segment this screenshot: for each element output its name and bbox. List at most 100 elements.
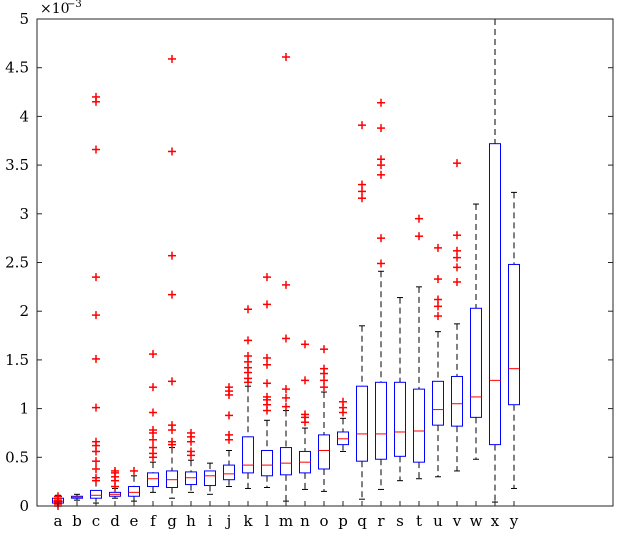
outlier-marker (130, 466, 138, 475)
outlier-marker (92, 354, 100, 363)
outlier-marker (263, 353, 271, 362)
iqr-box (470, 307, 482, 418)
iqr-box (451, 375, 463, 427)
outlier-marker (149, 383, 157, 392)
outlier-marker (377, 98, 385, 107)
y-tick-label: 0.5 (5, 448, 29, 466)
box-l (261, 273, 273, 488)
box-f (147, 350, 159, 493)
x-tick-label: e (130, 512, 139, 530)
exponent-base: ×10 (40, 1, 70, 17)
y-tick-label: 2.5 (5, 254, 29, 272)
box-h (185, 428, 197, 493)
iqr-box (413, 388, 425, 463)
iqr-box (318, 434, 330, 470)
outlier-marker (377, 155, 385, 164)
box-y (508, 191, 520, 489)
x-tick-label: c (92, 512, 100, 530)
x-tick-label: i (208, 512, 213, 530)
outlier-marker (168, 54, 176, 63)
outlier-marker (92, 311, 100, 320)
outlier-marker (377, 124, 385, 133)
outlier-marker (434, 275, 442, 284)
x-tick-label: f (150, 512, 157, 530)
x-tick-label: d (110, 512, 120, 530)
outlier-marker (453, 231, 461, 240)
outlier-marker (358, 187, 366, 196)
x-tick-label: v (452, 512, 462, 530)
outlier-marker (282, 280, 290, 289)
x-tick-label: o (319, 512, 328, 530)
iqr-box (128, 486, 140, 497)
outlier-marker (92, 403, 100, 412)
outlier-marker (263, 379, 271, 388)
outlier-marker (320, 383, 328, 392)
box-g (166, 54, 178, 499)
iqr-box (375, 381, 387, 460)
box-d (109, 466, 121, 499)
outlier-marker (187, 428, 195, 437)
outlier-marker (320, 376, 328, 385)
box-c (90, 92, 102, 504)
box-t (413, 214, 425, 480)
y-tick-label: 2 (19, 302, 29, 320)
box-u (432, 243, 444, 478)
outlier-marker (282, 402, 290, 411)
x-tick-label: u (433, 512, 443, 530)
outlier-marker (377, 170, 385, 179)
x-tick-label: a (54, 512, 63, 530)
plot-area (52, 18, 520, 510)
outlier-marker (301, 410, 309, 419)
outlier-marker (358, 194, 366, 203)
x-tick-label: b (72, 512, 82, 530)
y-tick-label: 3.5 (5, 156, 29, 174)
x-tick-label: s (396, 512, 404, 530)
outlier-marker (149, 408, 157, 417)
exponent-power: −3 (67, 0, 82, 10)
outlier-marker (54, 492, 62, 501)
outlier-marker (282, 52, 290, 61)
outlier-marker (453, 263, 461, 272)
outlier-marker (415, 232, 423, 241)
outlier-marker (320, 364, 328, 373)
outlier-marker (282, 385, 290, 394)
outlier-marker (149, 426, 157, 435)
y-tick-label: 5 (19, 10, 29, 28)
outlier-marker (434, 312, 442, 321)
box-k (242, 305, 254, 489)
iqr-box (204, 470, 216, 487)
iqr-box (147, 472, 159, 488)
x-tick-label: x (491, 512, 500, 530)
outlier-marker (453, 159, 461, 168)
iqr-box (90, 489, 102, 499)
outlier-marker (168, 290, 176, 299)
outlier-marker (149, 350, 157, 359)
outlier-marker (339, 397, 347, 406)
outlier-marker (168, 377, 176, 386)
iqr-box (223, 464, 235, 481)
iqr-box (280, 447, 292, 476)
outlier-marker (92, 145, 100, 154)
outlier-marker (453, 277, 461, 286)
outlier-marker (358, 180, 366, 189)
y-tick-label: 1.5 (5, 351, 29, 369)
box-b (71, 493, 83, 501)
iqr-box (261, 449, 273, 477)
box-i (204, 462, 216, 495)
outlier-marker (244, 336, 252, 345)
iqr-box (356, 385, 368, 462)
box-n (299, 340, 311, 490)
box-r (375, 98, 387, 490)
x-tick-label: r (377, 512, 385, 530)
outlier-marker (301, 340, 309, 349)
outlier-marker (320, 345, 328, 354)
iqr-box (242, 436, 254, 474)
iqr-box (432, 380, 444, 426)
outlier-marker (111, 466, 119, 475)
y-axis: 0 0.5 1 1.5 2 2.5 3 3.5 4 4.5 5 (5, 10, 613, 515)
box-j (223, 383, 235, 488)
box-v (451, 159, 463, 472)
box-w (470, 203, 482, 460)
